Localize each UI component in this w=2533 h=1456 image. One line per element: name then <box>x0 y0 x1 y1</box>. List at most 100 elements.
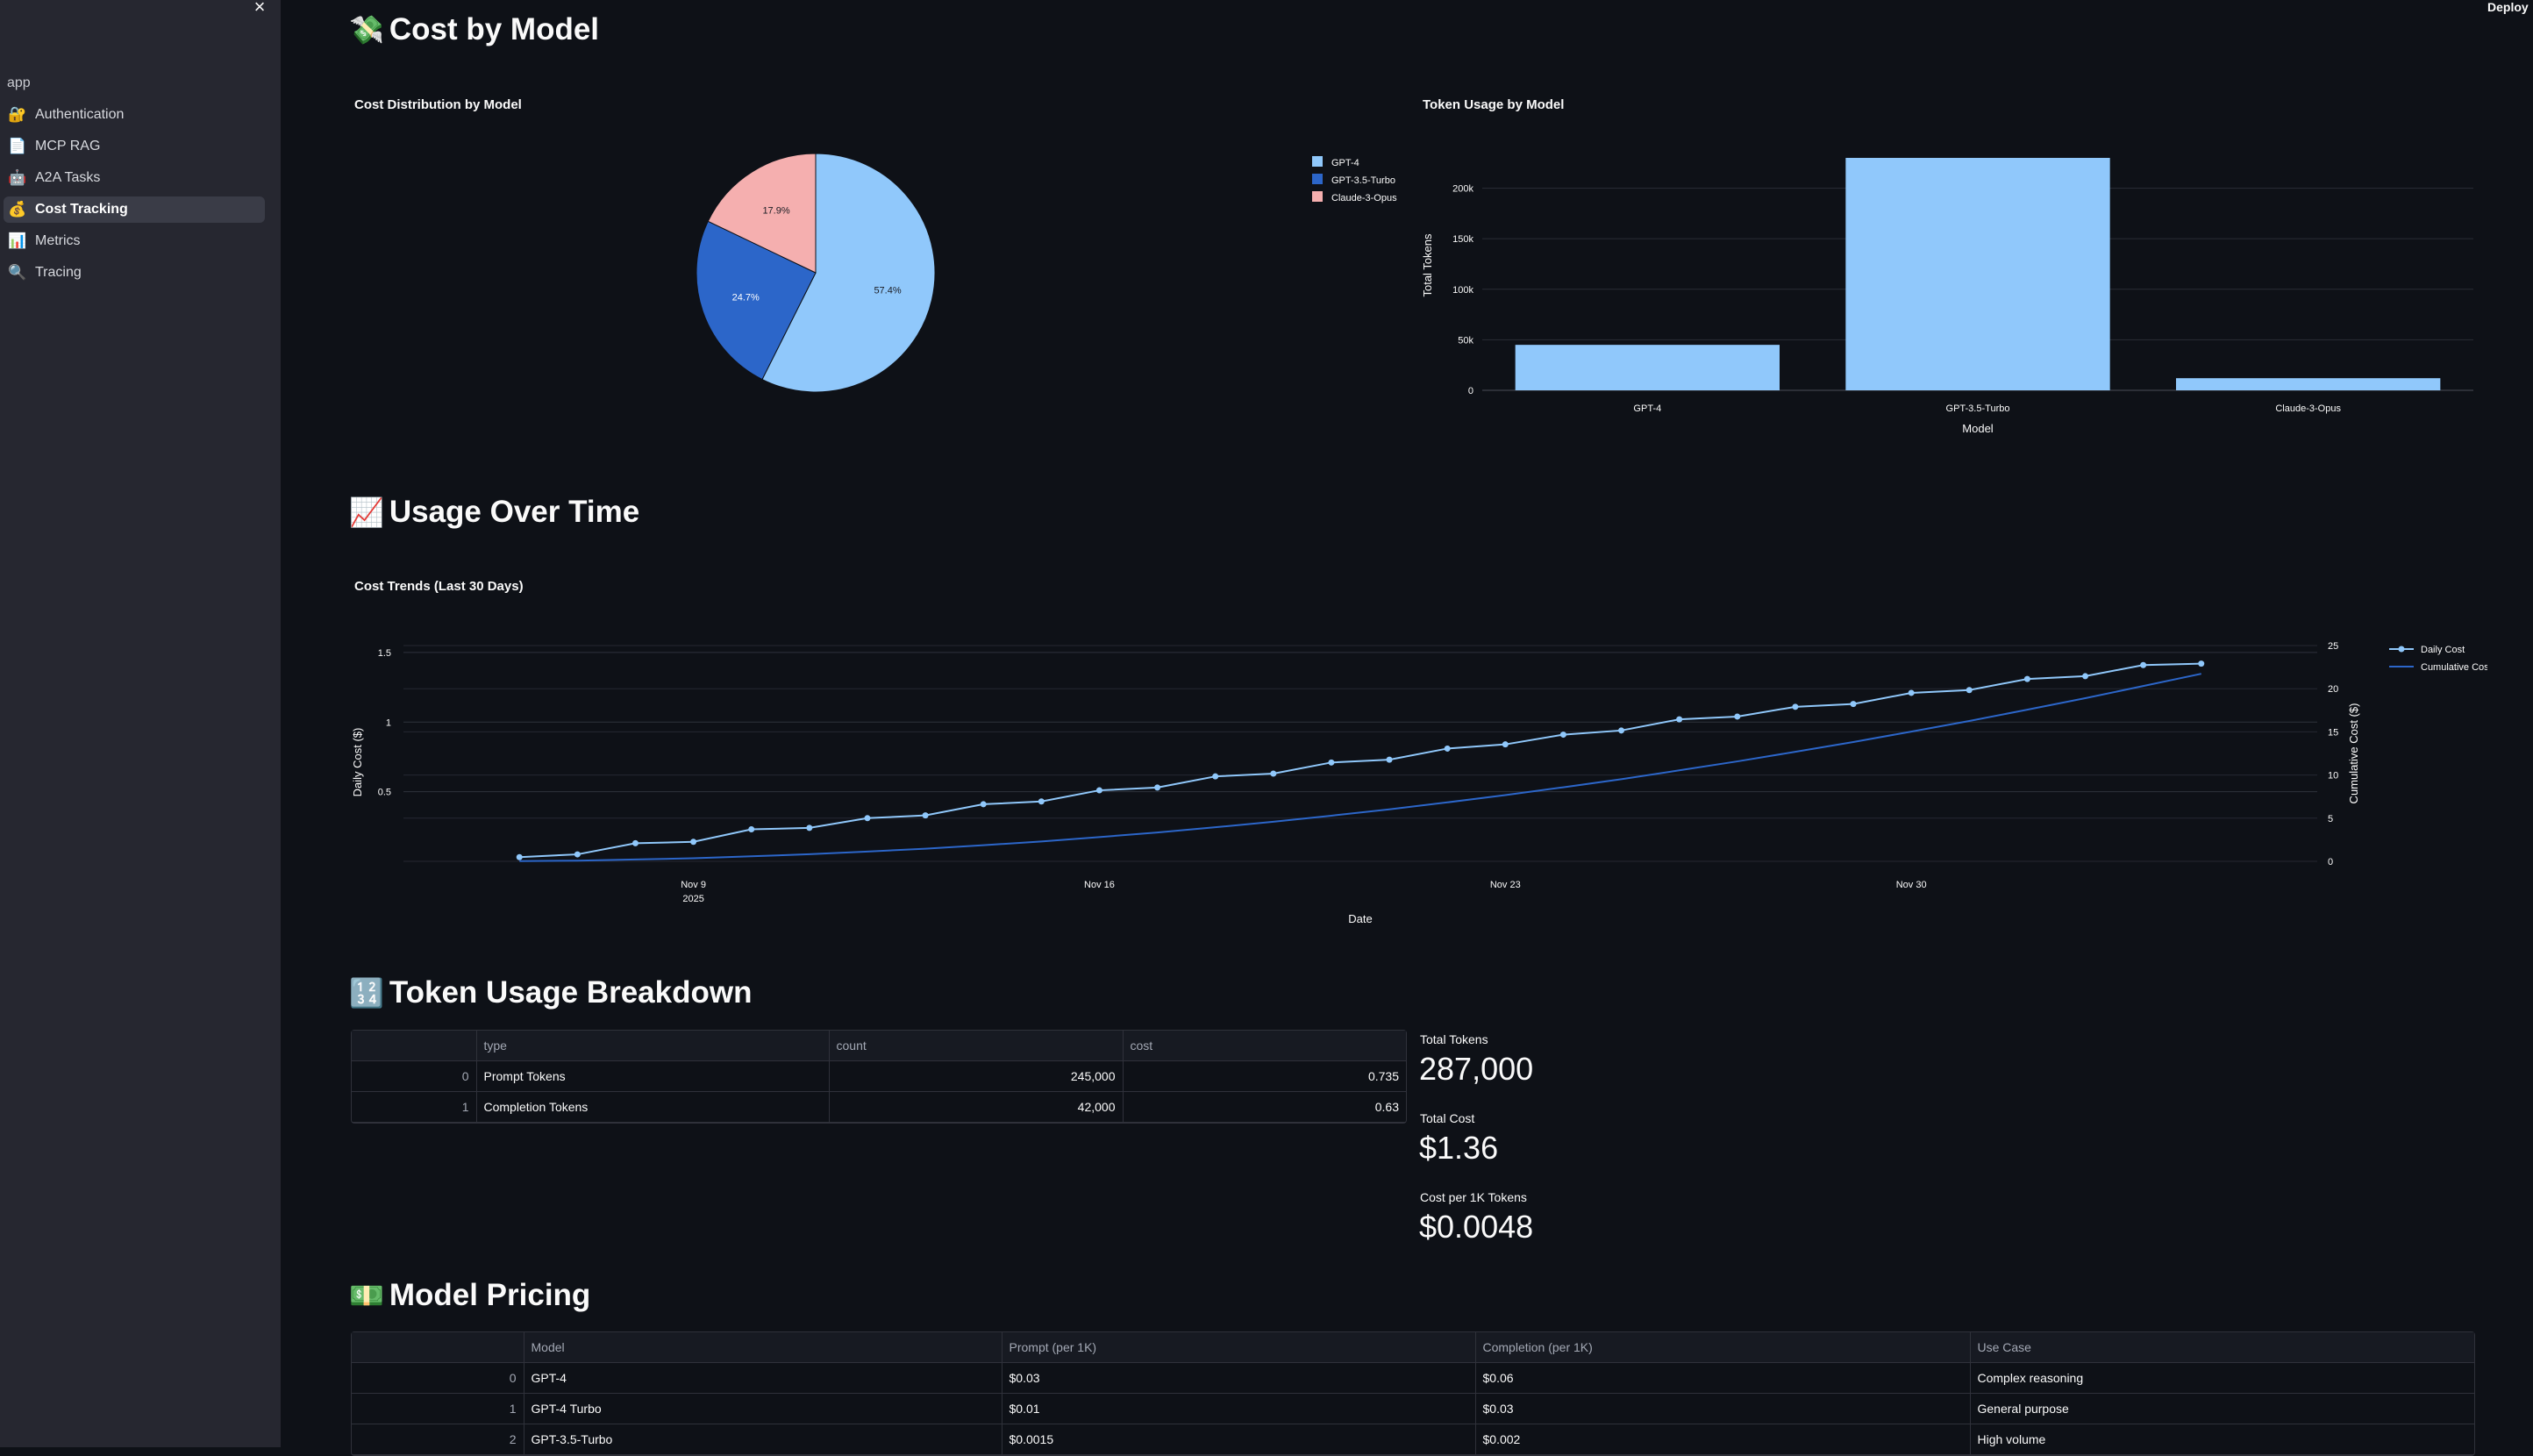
data-point[interactable] <box>1270 770 1277 777</box>
deploy-button[interactable]: Deploy <box>2487 0 2529 14</box>
metric-value-cost-per-1k: $0.0048 <box>1419 1209 1534 1245</box>
model-pricing-table[interactable]: Model Prompt (per 1K) Completion (per 1K) U… <box>351 1331 2475 1456</box>
column-header[interactable]: Use Case <box>1970 1332 2474 1363</box>
y-tick-label: 50k <box>1458 335 1473 346</box>
column-header[interactable]: count <box>829 1031 1124 1061</box>
legend-entry[interactable]: GPT-3.5-Turbo <box>1331 175 1395 186</box>
data-point[interactable] <box>1038 798 1045 805</box>
data-point[interactable] <box>2082 673 2089 680</box>
data-point[interactable] <box>864 815 871 822</box>
data-point[interactable] <box>690 839 697 846</box>
data-point[interactable] <box>1676 716 1683 723</box>
legend-entry[interactable]: Daily Cost <box>2421 645 2465 655</box>
data-point[interactable] <box>1212 773 1219 780</box>
sidebar-item-tracing[interactable]: 🔍 Tracing <box>4 260 265 286</box>
column-header[interactable] <box>352 1031 477 1061</box>
legend-entry[interactable]: GPT-4 <box>1331 158 1359 168</box>
table-cell: $0.0015 <box>1002 1424 1476 1455</box>
lock-key-icon: 🔐 <box>8 106 27 123</box>
close-icon: × <box>253 0 266 18</box>
sidebar-item-authentication[interactable]: 🔐 Authentication <box>4 102 265 128</box>
column-header[interactable]: Model <box>524 1332 1002 1363</box>
metric-value-total-tokens: 287,000 <box>1419 1051 1534 1087</box>
data-point[interactable] <box>748 825 755 832</box>
close-sidebar-button[interactable]: × <box>249 0 270 18</box>
data-point[interactable] <box>1908 689 1915 696</box>
data-point[interactable] <box>2198 660 2205 667</box>
table-row: 0 GPT-4 $0.03 $0.06 Complex reasoning <box>352 1362 2474 1394</box>
sidebar-item-a2a-tasks[interactable]: 🤖 A2A Tasks <box>4 165 265 191</box>
column-header[interactable]: type <box>476 1031 830 1061</box>
sidebar-item-mcp-rag[interactable]: 📄 MCP RAG <box>4 133 265 160</box>
data-point[interactable] <box>2023 675 2030 682</box>
row-index: 0 <box>352 1362 524 1394</box>
data-point[interactable] <box>2140 661 2147 668</box>
data-point[interactable] <box>1618 727 1625 734</box>
data-point[interactable] <box>1734 713 1741 720</box>
data-point[interactable] <box>1850 701 1857 708</box>
data-point[interactable] <box>1154 784 1161 791</box>
pie-slice-gpt-3-5-turbo[interactable] <box>696 220 817 381</box>
pie-slice-label: 24.7% <box>732 292 760 303</box>
data-point[interactable] <box>1328 759 1335 766</box>
y2-tick-label: 10 <box>2328 771 2338 782</box>
y-tick-label: 0.5 <box>378 788 391 798</box>
sidebar-item-label: Tracing <box>35 265 82 280</box>
legend-swatch <box>1312 156 1323 167</box>
data-point[interactable] <box>1792 703 1799 710</box>
data-point[interactable] <box>922 812 929 819</box>
table-cell: $0.01 <box>1002 1393 1476 1424</box>
series-line-cumulative-cost[interactable] <box>519 673 2201 862</box>
token-breakdown-heading: 🔢 Token Usage Breakdown <box>349 975 752 1010</box>
data-point[interactable] <box>631 839 639 846</box>
bar-claude-3-opus[interactable] <box>2176 378 2441 390</box>
column-header[interactable]: Prompt (per 1K) <box>1002 1332 1476 1363</box>
y-axis-label: Daily Cost ($) <box>351 728 364 797</box>
money-wings-icon: 💸 <box>349 14 384 46</box>
data-point[interactable] <box>1559 732 1566 739</box>
y2-tick-label: 15 <box>2328 727 2338 738</box>
metric-value-total-cost: $1.36 <box>1419 1130 1499 1166</box>
token-breakdown-title: Token Usage Breakdown <box>389 975 753 1010</box>
sidebar-item-label: Authentication <box>35 107 125 122</box>
x-tick-label: Claude-3-Opus <box>2275 403 2341 414</box>
model-pricing-title: Model Pricing <box>389 1278 591 1312</box>
metric-label-total-cost: Total Cost <box>1420 1111 1475 1125</box>
pie-slice-claude-3-opus[interactable] <box>707 153 817 274</box>
bar-gpt-4[interactable] <box>1515 345 1780 390</box>
x-tick-label: Nov 9 <box>681 880 706 890</box>
table-cell: 0.735 <box>1123 1060 1406 1092</box>
x-axis-label: Model <box>1962 422 1994 435</box>
pie-slice-gpt-4[interactable] <box>761 153 936 393</box>
data-point[interactable] <box>574 851 581 858</box>
table-cell: $0.002 <box>1475 1424 1971 1455</box>
sidebar-item-cost-tracking[interactable]: 💰 Cost Tracking <box>4 196 265 223</box>
y-tick-label: 0 <box>1468 386 1473 396</box>
data-point[interactable] <box>980 801 987 808</box>
data-point[interactable] <box>1386 756 1393 763</box>
column-header[interactable]: cost <box>1123 1031 1406 1061</box>
legend-entry[interactable]: Cumulative Cost <box>2421 662 2487 673</box>
data-point[interactable] <box>516 853 523 860</box>
pie-slice-label: 17.9% <box>762 206 789 217</box>
token-usage-table[interactable]: type count cost 0 Prompt Tokens 245,000 0.735… <box>351 1030 1407 1124</box>
line-chart-title: Cost Trends (Last 30 Days) <box>354 579 524 594</box>
table-cell: 245,000 <box>829 1060 1124 1092</box>
column-header[interactable]: Completion (per 1K) <box>1475 1332 1971 1363</box>
bar-gpt-3-5-turbo[interactable] <box>1845 158 2110 390</box>
x-tick-label: Nov 30 <box>1896 880 1927 890</box>
data-point[interactable] <box>1095 787 1102 794</box>
column-header[interactable] <box>352 1332 524 1363</box>
legend-entry[interactable]: Claude-3-Opus <box>1331 193 1397 203</box>
x-tick-label: Nov 16 <box>1084 880 1115 890</box>
table-row: 1 Completion Tokens 42,000 0.63 <box>352 1091 1406 1123</box>
x-axis-label: Date <box>1348 912 1372 925</box>
data-point[interactable] <box>1444 745 1451 752</box>
data-point[interactable] <box>1966 687 1973 694</box>
data-point[interactable] <box>1502 741 1509 748</box>
sidebar-item-metrics[interactable]: 📊 Metrics <box>4 228 265 254</box>
table-cell: 42,000 <box>829 1091 1124 1123</box>
series-line-daily-cost[interactable] <box>519 662 2201 859</box>
magnifier-icon: 🔍 <box>8 264 27 281</box>
data-point[interactable] <box>806 824 813 831</box>
